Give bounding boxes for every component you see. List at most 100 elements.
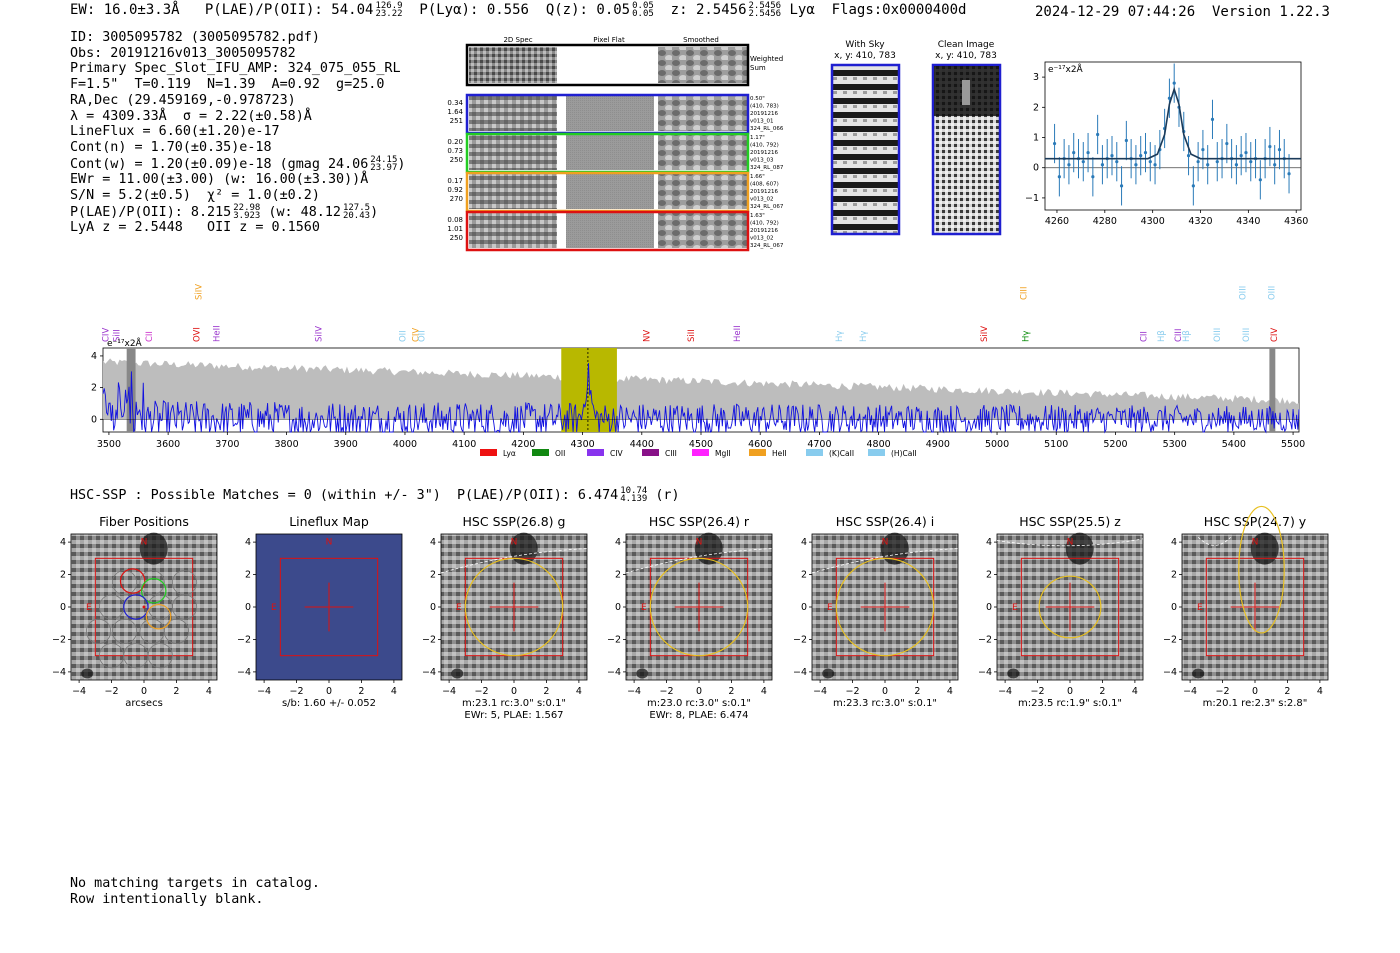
weighted-smoothed	[658, 47, 747, 83]
hsc-ytick-label: 4	[60, 537, 66, 548]
clean-image-feature	[962, 80, 970, 105]
neighbor-ellipse	[996, 538, 1144, 547]
legend-swatch	[480, 449, 497, 456]
fiber-stat: 251	[450, 117, 463, 125]
fiber-circle	[171, 570, 198, 596]
line-fit-ylabel: e⁻¹⁷x2Å	[1048, 63, 1084, 75]
fiber-circle-highlight	[123, 594, 149, 620]
line-fit-model	[1045, 86, 1301, 160]
east-label: E	[271, 603, 277, 613]
line-fit-point	[1206, 163, 1210, 167]
hsc-ytick-label: −4	[52, 667, 66, 678]
hsc-ytick-label: 2	[430, 570, 436, 581]
weighted-frame	[465, 43, 750, 87]
hsc-panel-caption: m:23.3 rc:3.0" s:0.1"	[833, 698, 937, 709]
spectral-line-label: OVI	[193, 327, 203, 342]
hsc-xtick-label: 2	[1099, 686, 1105, 697]
fiber-stat: 250	[450, 156, 463, 164]
hsc-ytick-label: −2	[978, 634, 992, 645]
fiber-pixelflat	[566, 96, 654, 131]
hsc-xtick-label: 0	[882, 686, 888, 697]
fiber-info: 0.50"	[750, 96, 765, 102]
hsc-xtick-label: −2	[660, 686, 674, 697]
line-fit-point	[1091, 175, 1095, 179]
fiber-info: 1.63"	[750, 213, 765, 219]
fiber-2dspec	[469, 174, 557, 209]
hsc-xtick-label: 2	[1284, 686, 1290, 697]
spectrum-error-envelope	[103, 358, 1299, 420]
hsc-xtick-label: −4	[72, 686, 86, 697]
fiber-circle	[139, 570, 165, 596]
fiber-info: 324_RL_067	[750, 243, 784, 249]
hsc-xtick-label: 0	[326, 686, 332, 697]
line-fit-point	[1244, 151, 1248, 155]
fiber-info: (410, 792)	[750, 143, 779, 149]
hsc-ytick-label: 2	[986, 570, 992, 581]
hsc-panel-title: HSC SSP(26.4) r	[649, 514, 750, 529]
fiber-pixelflat	[566, 213, 654, 248]
info-plae: P(LAE)/P(OII): 8.215 22.98 3.923 (w: 48.12…	[70, 202, 379, 221]
legend-label: Lyα	[503, 449, 516, 458]
source-aperture	[649, 557, 749, 657]
spectral-line-label: Hγ	[859, 331, 869, 342]
hsc-ytick-label: −2	[52, 634, 66, 645]
line-fit-point	[1119, 184, 1124, 188]
line-fit-point	[1057, 175, 1061, 179]
spectrum-xtick-label: 3600	[156, 439, 180, 450]
hsc-xtick-label: −4	[1183, 686, 1197, 697]
line-fit-point	[1072, 151, 1076, 155]
bright-source	[694, 532, 723, 565]
neighbor-ellipse	[440, 548, 588, 574]
with-sky-image	[830, 63, 901, 236]
fiber-stat: 250	[450, 234, 463, 242]
masked-region	[1269, 348, 1276, 432]
col-title-smoothed: Smoothed	[683, 36, 719, 44]
spectral-line-label: CIV	[412, 328, 422, 342]
spectral-line-label: OIII	[1267, 286, 1277, 300]
hsc-ytick-label: 2	[245, 570, 251, 581]
line-fit-xtick-label: 4260	[1045, 216, 1069, 227]
line-fit-point	[1215, 160, 1219, 164]
hsc-panel-caption: EWr: 8, PLAE: 6.474	[649, 710, 748, 721]
hsc-xtick-label: 4	[761, 686, 767, 697]
spectral-line-label: CIII	[1019, 287, 1029, 300]
weighted-label-2: Sum	[750, 64, 766, 72]
hsc-xtick-label: −2	[290, 686, 304, 697]
neighbor-ellipse	[811, 548, 959, 574]
line-fit-point	[1086, 151, 1090, 155]
spectrum-xtick-label: 5200	[1103, 439, 1127, 450]
line-fit-plot: e⁻¹⁷x2Å 4260 4280 4300 4320 4340 4360 3 2 1 0 −1	[1025, 61, 1308, 227]
info-id: ID: 3005095782 (3005095782.pdf)	[70, 30, 320, 45]
footer-line-2: Row intentionally blank.	[70, 891, 264, 907]
fiber-circle	[111, 570, 138, 596]
legend-label: MgII	[715, 449, 731, 458]
spectrum-xtick-label: 5500	[1281, 439, 1305, 450]
hsc-ytick-label: 2	[1171, 570, 1177, 581]
hsc-xtick-label: 4	[576, 686, 582, 697]
line-fit-point	[1277, 147, 1282, 152]
hsc-xtick-label: −4	[257, 686, 271, 697]
hsc-ytick-label: −4	[237, 667, 251, 678]
east-label: E	[1197, 603, 1203, 613]
fiber-circle-highlight	[145, 603, 172, 630]
east-label: E	[456, 603, 462, 613]
fiber-2dspec	[469, 135, 557, 170]
fiber-info: v013_02	[750, 236, 774, 242]
line-fit-point	[1239, 154, 1243, 158]
north-label: N	[326, 538, 333, 548]
info-lya-z: LyA z = 2.5448 OII z = 0.1560	[70, 220, 320, 236]
legend-swatch	[749, 449, 766, 456]
spectral-line-label: CIV	[101, 328, 111, 342]
fiber-info: v013_03	[750, 158, 774, 164]
legend-swatch	[692, 449, 709, 456]
line-fit-point	[1234, 163, 1239, 167]
detection-point	[142, 605, 146, 609]
line-fit-ytick-label: 0	[1033, 163, 1039, 174]
line-fit-xtick-label: 4320	[1188, 216, 1212, 227]
hsc-ytick-label: −2	[1163, 634, 1177, 645]
hsc-panel-caption: m:20.1 re:2.3" s:2.8"	[1203, 698, 1308, 709]
hsc-xtick-label: 0	[1067, 686, 1073, 697]
spectral-line-label: Hγ	[835, 331, 845, 342]
faint-source	[822, 668, 835, 679]
fiber-info: 20191216	[750, 150, 778, 156]
